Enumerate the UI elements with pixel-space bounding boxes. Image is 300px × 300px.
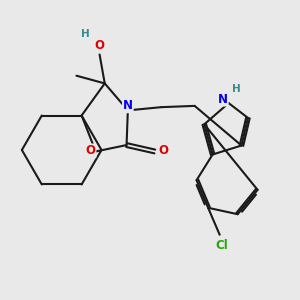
Text: O: O [85,144,96,157]
Text: N: N [218,93,228,106]
Text: O: O [159,144,169,157]
Text: H: H [232,84,241,94]
Text: N: N [123,99,133,112]
Text: O: O [94,39,104,52]
Text: H: H [81,29,90,39]
Text: Cl: Cl [215,239,228,252]
